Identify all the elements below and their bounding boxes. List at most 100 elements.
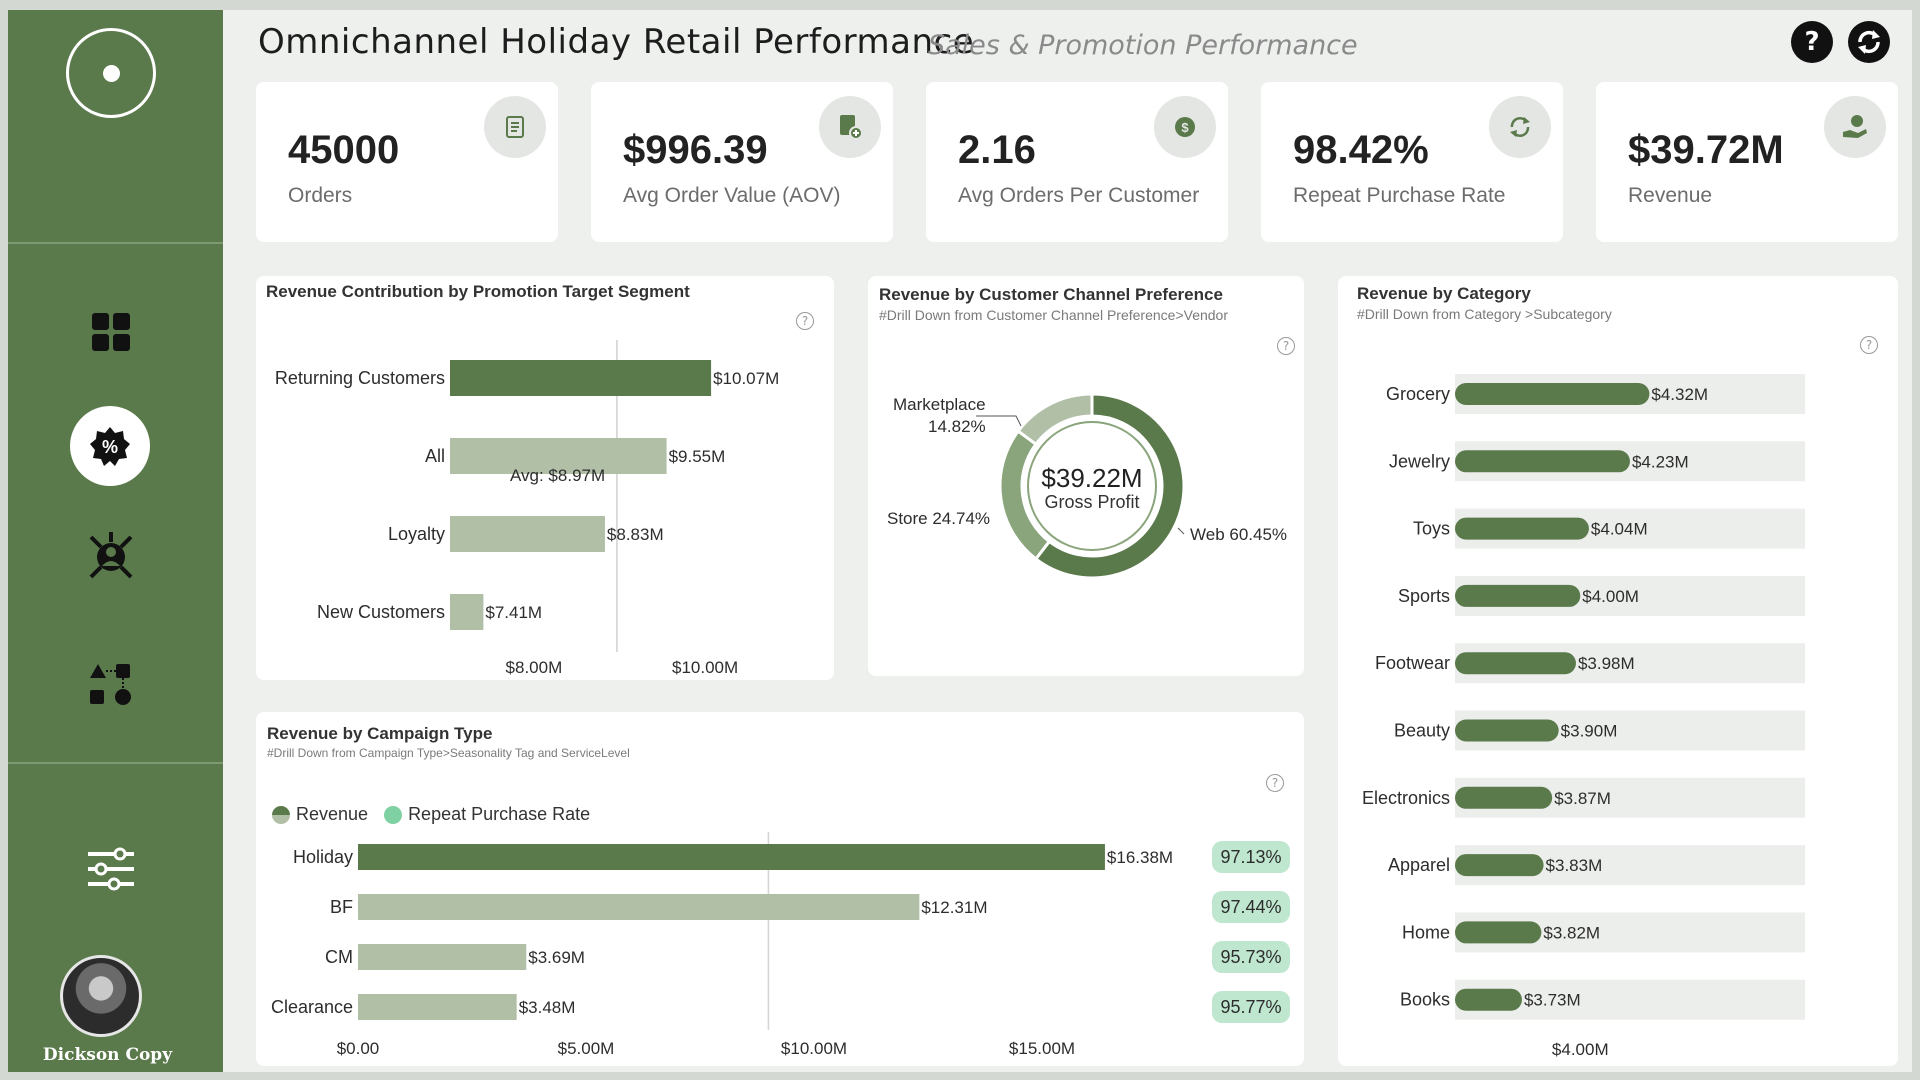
legend-label-revenue: Revenue: [296, 804, 369, 824]
category-label: Sports: [1398, 586, 1450, 606]
page-title: Omnichannel Holiday Retail Performance: [258, 22, 975, 62]
segment-bar: [450, 360, 712, 396]
user-avatar[interactable]: [60, 955, 142, 1037]
campaign-bar: [358, 894, 920, 920]
campaign-bar-chart: Holiday $16.38M BF $12.31M CM $3.69M Clearance…: [271, 832, 1173, 1058]
segment-category-label: All: [425, 446, 445, 466]
sidebar-divider: [8, 762, 223, 764]
invoice-dollar-icon: [819, 96, 881, 158]
repeat-icon: [1489, 96, 1551, 158]
repeat-rate-pill: 97.44%: [1212, 891, 1290, 923]
segment-help-icon[interactable]: ?: [796, 312, 814, 330]
category-value-label: $3.90M: [1561, 722, 1618, 741]
channel-chart-subtitle: #Drill Down from Customer Channel Prefer…: [879, 307, 1228, 323]
category-bar: [1455, 517, 1589, 540]
segment-value-label: $10.07M: [713, 369, 779, 388]
category-value-label: $4.32M: [1651, 385, 1708, 404]
campaign-x-tick: $5.00M: [558, 1039, 615, 1058]
campaign-help-icon[interactable]: ?: [1266, 774, 1284, 792]
dashboard-grid-icon[interactable]: [70, 291, 152, 373]
category-bar-chart: Grocery $4.32M Jewelry $4.23M Toys $4.04M Spor…: [1362, 374, 1805, 1059]
category-bar: [1455, 383, 1650, 405]
campaign-value-label: $3.48M: [519, 998, 576, 1017]
app-logo[interactable]: [66, 28, 156, 118]
segment-category-label: Loyalty: [388, 524, 445, 544]
category-chart-panel: Revenue by Category #Drill Down from Cat…: [1338, 276, 1898, 1066]
campaign-category-label: CM: [325, 947, 353, 967]
kpi-label: Revenue: [1628, 184, 1713, 207]
segment-bar: [450, 516, 605, 552]
kpi-value: $39.72M: [1628, 128, 1784, 172]
donut-center-value: $39.22M: [1041, 463, 1142, 493]
filter-sliders-icon[interactable]: [70, 828, 152, 910]
campaign-bar: [358, 844, 1105, 870]
donut-inner-ring: [1027, 421, 1157, 551]
donut-label-web: Web 60.45%: [1190, 525, 1287, 544]
segment-value-label: $8.83M: [607, 525, 664, 544]
kpi-card: $996.39 Avg Order Value (AOV): [591, 82, 893, 242]
svg-text:%: %: [102, 437, 118, 457]
channel-help-icon[interactable]: ?: [1277, 337, 1295, 355]
help-button[interactable]: ?: [1791, 21, 1833, 63]
category-bar: [1455, 786, 1553, 809]
legend-swatch-rate: [384, 805, 403, 824]
donut-label-marketplace: Marketplace: [893, 395, 986, 414]
flow-shapes-icon[interactable]: [70, 644, 152, 726]
customer-network-icon[interactable]: [70, 516, 152, 598]
category-value-label: $3.87M: [1554, 789, 1611, 808]
category-bar: [1455, 719, 1559, 742]
page-subtitle: Sales & Promotion Performance: [928, 30, 1358, 61]
segment-chart-title: Revenue Contribution by Promotion Target…: [266, 282, 690, 301]
campaign-bar: [358, 944, 527, 970]
coin-icon: $: [1154, 96, 1216, 158]
category-x-tick: $4.00M: [1552, 1040, 1609, 1059]
legend-swatch-revenue: [272, 805, 290, 824]
campaign-value-label: $3.69M: [528, 948, 585, 967]
segment-bar: [450, 594, 484, 630]
campaign-category-label: BF: [330, 897, 353, 917]
segment-value-label: $9.55M: [669, 447, 726, 466]
category-chart-title: Revenue by Category: [1357, 284, 1531, 303]
campaign-x-tick: $10.00M: [781, 1039, 847, 1058]
segment-value-label: $7.41M: [485, 603, 542, 622]
segment-category-label: Returning Customers: [275, 368, 445, 388]
campaign-x-tick: $15.00M: [1009, 1039, 1075, 1058]
kpi-card: 2.16 Avg Orders Per Customer $: [926, 82, 1228, 242]
kpi-label: Avg Orders Per Customer: [958, 184, 1200, 207]
category-label: Footwear: [1375, 653, 1450, 673]
donut-leader-line: [1177, 527, 1185, 535]
kpi-label: Orders: [288, 184, 353, 207]
donut-center-label: Gross Profit: [1044, 492, 1139, 512]
category-help-icon[interactable]: ?: [1860, 336, 1878, 354]
campaign-chart-panel: Revenue by Campaign Type #Drill Down fro…: [256, 712, 1304, 1066]
promotion-percent-icon[interactable]: %: [70, 406, 150, 486]
campaign-x-tick: $0.00: [337, 1039, 380, 1058]
kpi-value: 98.42%: [1293, 128, 1429, 172]
kpi-value: $996.39: [623, 128, 768, 172]
category-value-label: $3.98M: [1578, 654, 1635, 673]
campaign-legend: Revenue Repeat Purchase Rate: [272, 804, 590, 825]
campaign-chart-title: Revenue by Campaign Type: [267, 724, 493, 743]
campaign-category-label: Holiday: [293, 847, 353, 867]
refresh-icon: [1858, 30, 1880, 54]
kpi-card: 98.42% Repeat Purchase Rate: [1261, 82, 1563, 242]
refresh-button[interactable]: [1848, 21, 1890, 63]
category-value-label: $3.82M: [1543, 923, 1600, 942]
channel-chart-panel: Revenue by Customer Channel Preference #…: [868, 276, 1304, 676]
user-name: Dickson Copy: [42, 1045, 173, 1065]
category-label: Apparel: [1388, 855, 1450, 875]
donut-label-marketplace-pct: 14.82%: [928, 417, 986, 436]
kpi-label: Avg Order Value (AOV): [623, 184, 841, 207]
campaign-chart-subtitle: #Drill Down from Campaign Type>Seasonali…: [267, 746, 630, 760]
donut-slice: [998, 428, 1052, 561]
campaign-category-label: Clearance: [271, 997, 353, 1017]
category-value-label: $4.04M: [1591, 520, 1648, 539]
kpi-value: 45000: [288, 128, 400, 172]
category-label: Toys: [1413, 519, 1450, 539]
category-bar: [1455, 652, 1576, 675]
kpi-card: $39.72M Revenue: [1596, 82, 1898, 242]
category-value-label: $4.23M: [1632, 452, 1689, 471]
kpi-value: 2.16: [958, 128, 1036, 172]
logo-dot: [103, 65, 120, 82]
